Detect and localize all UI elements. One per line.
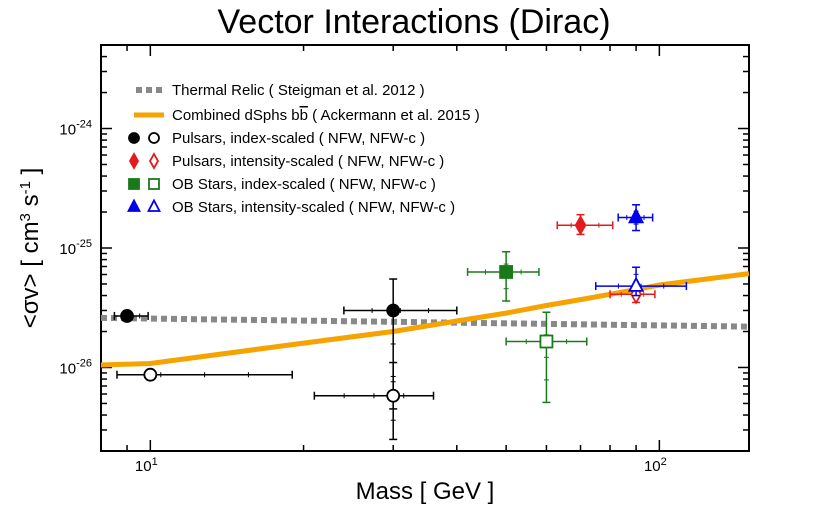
legend-item: Thermal Relic ( Steigman et al. 2012 ) [136,82,425,99]
ob-intensity-nfwc-point [627,276,645,292]
legend-symbol-filled-diamond [128,152,140,170]
legend-label: OB Stars, intensity-scaled ( NFW, NFW-c … [172,199,455,216]
legend-label: Pulsars, intensity-scaled ( NFW, NFW-c ) [172,153,444,170]
y-tick-label: 10-24 [59,119,92,139]
pulsars-index-nfwc-point [143,367,158,382]
ob-intensity-nfw-point [627,207,645,224]
legend-symbol-open-circle [148,132,160,144]
legend-label: Pulsars, index-scaled ( NFW, NFW-c ) [172,130,425,147]
legend-item: OB Stars, intensity-scaled ( NFW, NFW-c … [127,198,455,216]
thermal-relic-line [100,314,750,330]
legend-symbol-filled-square [128,178,140,190]
pulsars-index-nfw-point [386,303,401,318]
y-axis-label: <σv> [ cm3 s-1 ] [17,168,44,329]
plot-frame [100,44,750,452]
plot-area [100,44,750,452]
legend-label: OB Stars, index-scaled ( NFW, NFW-c ) [172,176,436,193]
legend-item: Pulsars, index-scaled ( NFW, NFW-c ) [128,130,425,147]
legend-item: OB Stars, index-scaled ( NFW, NFW-c ) [128,176,436,193]
pulsars-index-nfw-point [120,309,134,323]
legend-label: Thermal Relic ( Steigman et al. 2012 ) [172,82,425,99]
legend-label: Combined dSphs bb ( Ackermann et al. 201… [172,107,480,124]
y-tick-label: 10-25 [59,238,92,258]
legend-item: Combined dSphs bb ( Ackermann et al. 201… [134,107,480,124]
x-axis-label: Mass [ GeV ] [356,478,495,505]
ob-index-nfw-point [499,265,514,279]
chart-title: Vector Interactions (Dirac) [217,3,610,41]
x-tick-label: 101 [135,456,158,475]
legend-symbol-filled-triangle [127,198,141,212]
x-tick-label: 102 [644,456,667,475]
ob-index-nfwc-point [539,334,554,349]
legend-symbol-open-square [148,178,160,190]
legend-symbol-filled-circle [128,132,140,144]
legend: Thermal Relic ( Steigman et al. 2012 ) Co… [127,82,480,216]
legend-item: Pulsars, intensity-scaled ( NFW, NFW-c ) [128,152,444,170]
legend-symbol-open-diamond [148,152,160,170]
y-tick-label: 10-26 [59,357,92,377]
legend-symbol-open-triangle [147,198,161,212]
pulsars-intensity-nfw-point [574,215,587,236]
pulsars-index-nfwc-point [386,388,401,403]
